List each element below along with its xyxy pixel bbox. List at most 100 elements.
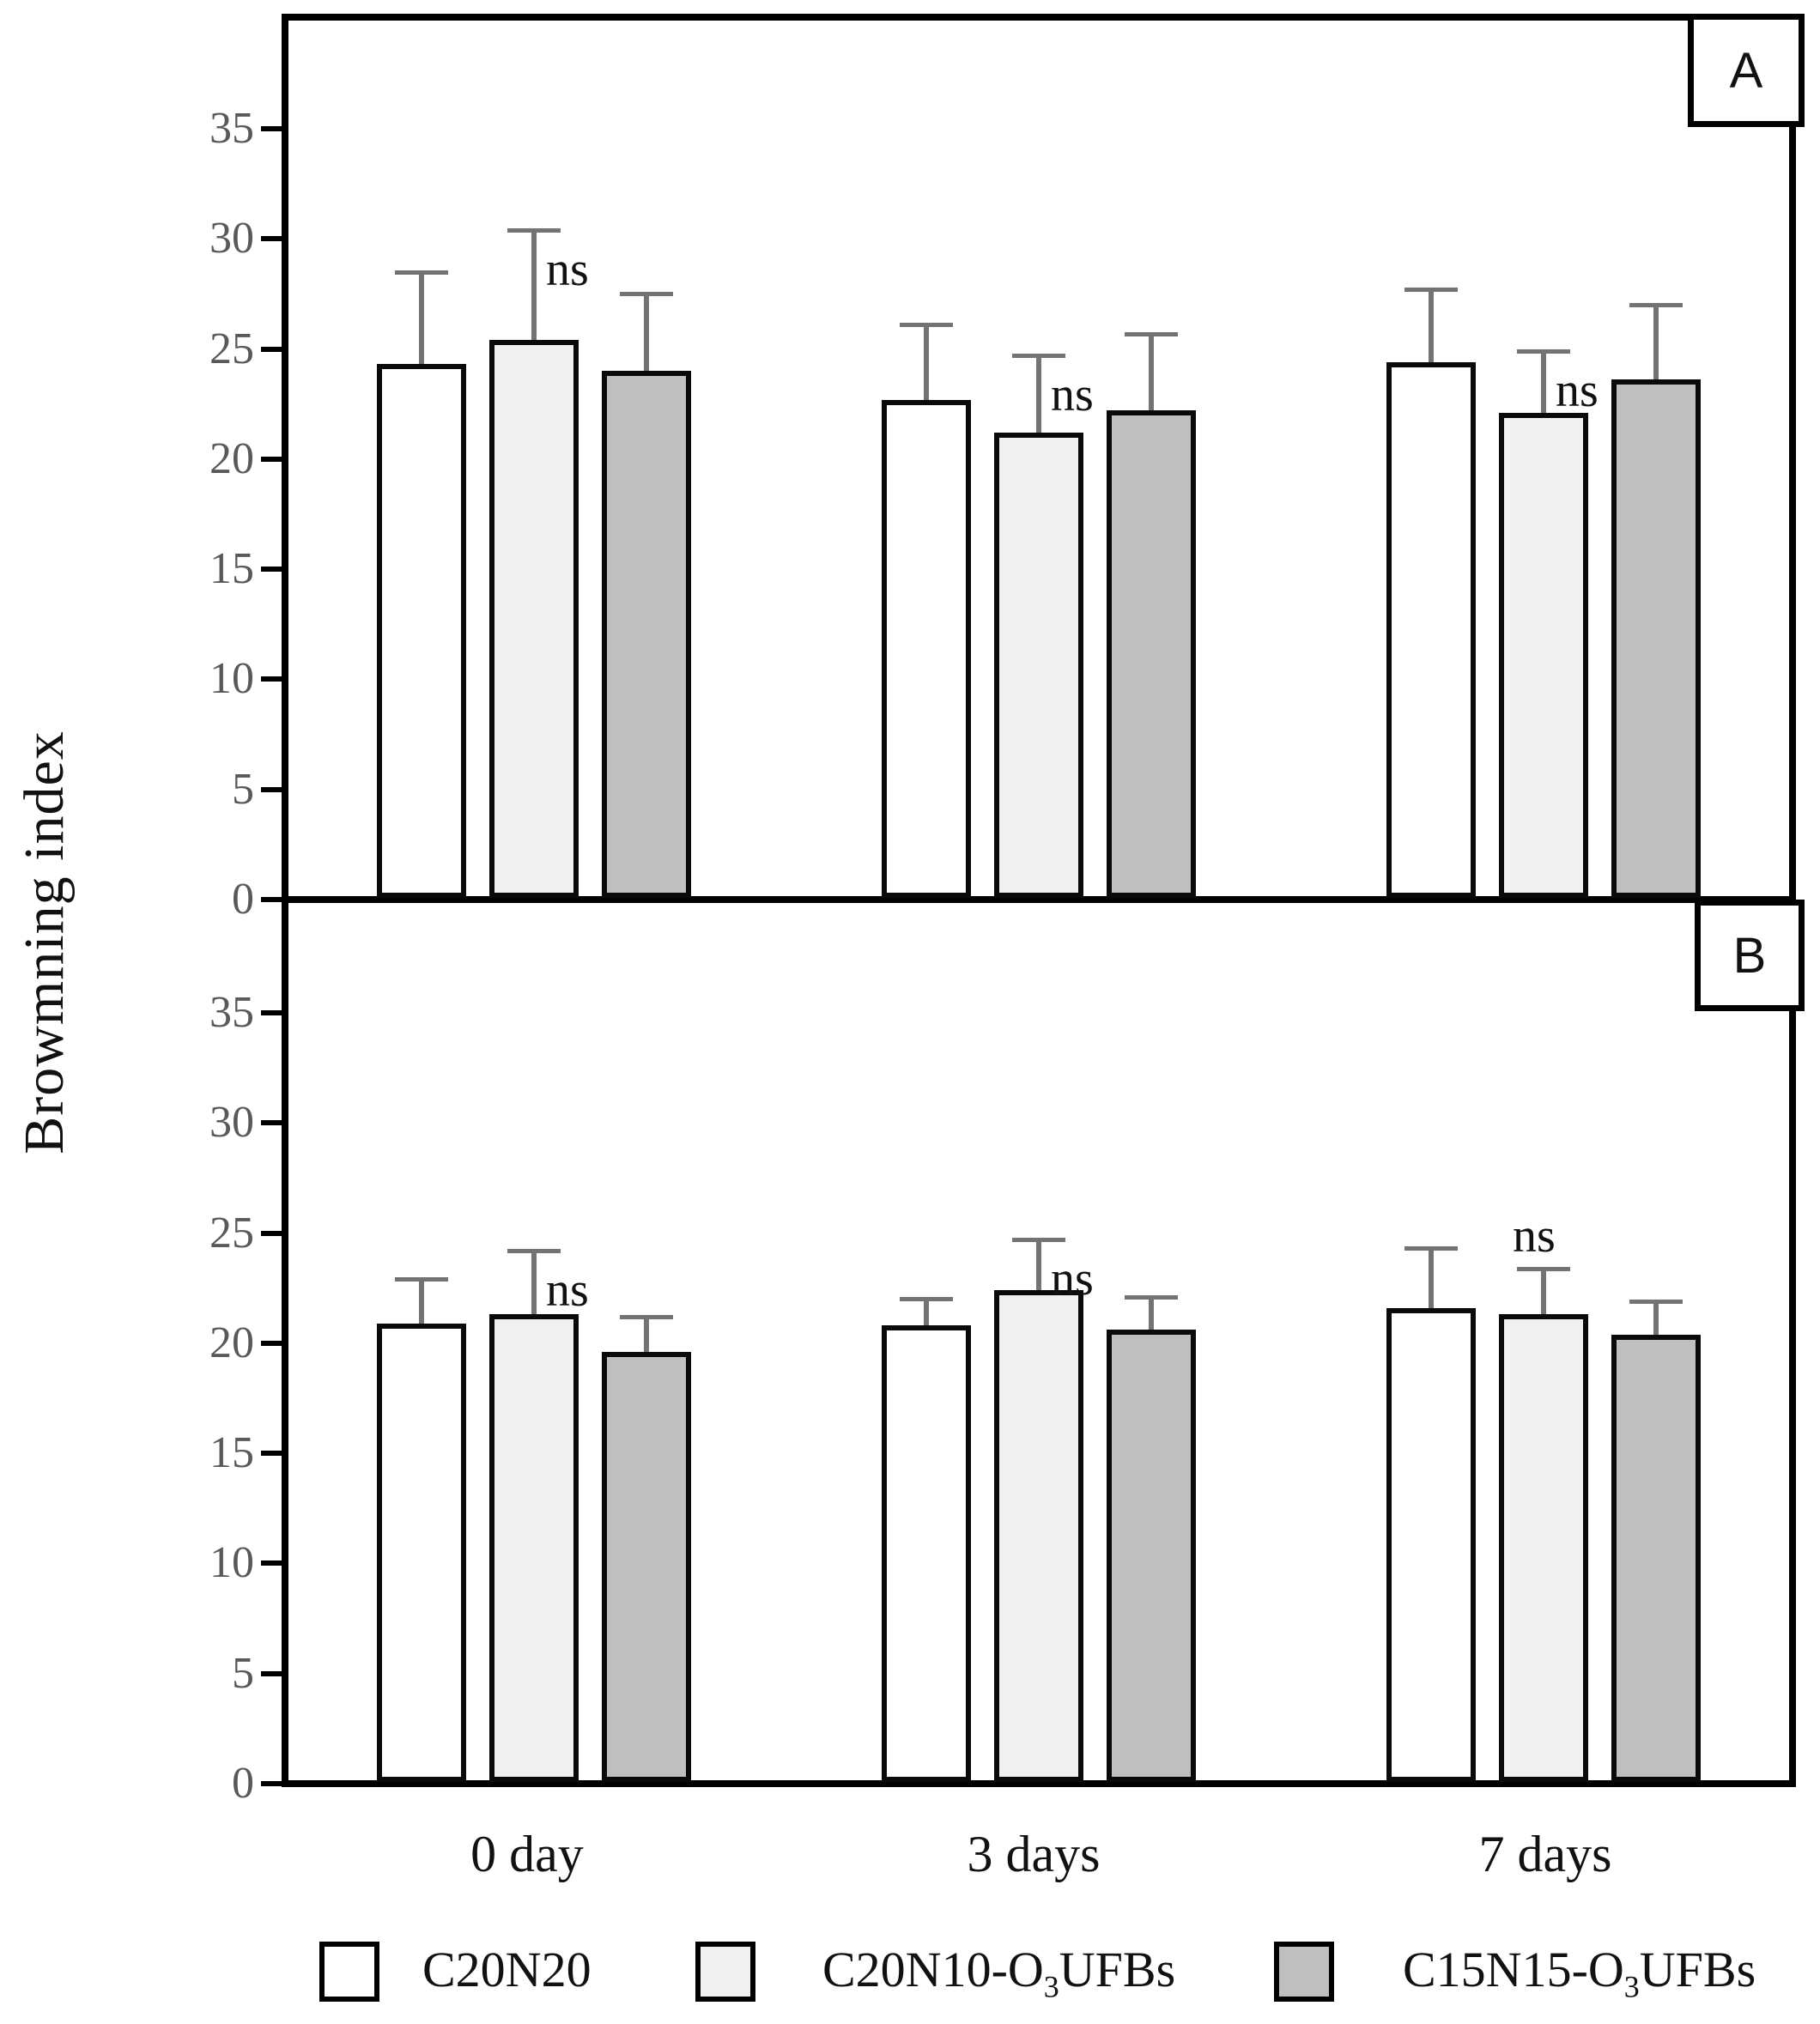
legend-swatch-c20n20 — [319, 1942, 379, 2002]
error-bar-b-7-days-c20n20 — [1429, 1248, 1434, 1313]
error-bar-b-0-day-c20n10-o3ufbs — [531, 1251, 537, 1320]
bar-b-0-day-c20n20 — [377, 1323, 466, 1782]
plot-border-top — [282, 14, 1796, 21]
error-bar-a-0-day-c15n15-o3ufbs — [644, 294, 649, 377]
y-tick-b-20 — [261, 1340, 282, 1346]
y-tick-b-10 — [261, 1560, 282, 1566]
error-bar-b-3-days-c20n20 — [924, 1299, 929, 1331]
error-cap-a-0-day-c20n10-o3ufbs — [507, 227, 561, 233]
y-tick-label-b-15: 15 — [209, 1428, 254, 1478]
panel-b-label: B — [1732, 927, 1767, 984]
error-bar-b-0-day-c15n15-o3ufbs — [644, 1317, 649, 1358]
x-tick-label-3days: 3 days — [967, 1826, 1101, 1882]
ns-annotation-a-0-day: ns — [546, 242, 589, 296]
error-bar-a-3-days-c15n15-o3ufbs — [1149, 333, 1154, 416]
bar-b-0-day-c15n15-o3ufbs — [602, 1352, 691, 1782]
error-bar-b-3-days-c15n15-o3ufbs — [1149, 1296, 1154, 1336]
error-bar-b-7-days-c15n15-o3ufbs — [1653, 1301, 1659, 1340]
error-cap-a-7-days-c20n20 — [1404, 288, 1458, 293]
error-cap-a-3-days-c15n15-o3ufbs — [1125, 331, 1178, 336]
panel-b-label-box: B — [1695, 900, 1805, 1011]
y-tick-label-a-10: 10 — [209, 654, 254, 704]
error-cap-b-3-days-c20n10-o3ufbs — [1012, 1238, 1065, 1243]
y-tick-a-30 — [261, 236, 282, 242]
error-bar-a-7-days-c20n10-o3ufbs — [1541, 351, 1546, 418]
error-bar-b-0-day-c20n20 — [419, 1279, 424, 1329]
bar-a-7-days-c15n15-o3ufbs — [1611, 379, 1701, 898]
error-cap-b-7-days-c20n10-o3ufbs — [1517, 1266, 1570, 1271]
y-tick-label-a-35: 35 — [209, 103, 254, 153]
y-axis-title: Browmning index — [13, 730, 76, 1154]
y-tick-label-a-20: 20 — [209, 433, 254, 483]
y-tick-label-b-20: 20 — [209, 1318, 254, 1367]
ns-annotation-b-0-day: ns — [546, 1263, 589, 1318]
x-tick-label-7days: 7 days — [1478, 1826, 1612, 1882]
ns-annotation-b-7-days: ns — [1513, 1209, 1556, 1263]
error-bar-a-0-day-c20n10-o3ufbs — [531, 229, 537, 346]
y-tick-a-25 — [261, 346, 282, 352]
error-cap-a-3-days-c20n10-o3ufbs — [1012, 354, 1065, 359]
y-tick-a-15 — [261, 567, 282, 573]
x-tick-label-0day: 0 day — [470, 1826, 584, 1882]
error-cap-a-7-days-c15n15-o3ufbs — [1629, 303, 1683, 308]
bar-b-0-day-c20n10-o3ufbs — [489, 1314, 579, 1782]
ns-annotation-a-3-days: ns — [1051, 368, 1094, 422]
error-cap-a-7-days-c20n10-o3ufbs — [1517, 349, 1570, 355]
y-tick-b-0 — [261, 1781, 282, 1786]
error-cap-a-0-day-c15n15-o3ufbs — [620, 292, 673, 297]
y-tick-label-a-15: 15 — [209, 544, 254, 594]
bar-a-0-day-c20n10-o3ufbs — [489, 340, 579, 898]
y-tick-label-b-0: 0 — [232, 1759, 254, 1808]
y-tick-a-35 — [261, 125, 282, 131]
error-cap-b-0-day-c15n15-o3ufbs — [620, 1315, 673, 1319]
error-cap-b-0-day-c20n10-o3ufbs — [507, 1249, 561, 1254]
x-axis-line — [282, 1780, 1796, 1787]
error-bar-a-7-days-c15n15-o3ufbs — [1653, 305, 1659, 385]
y-tick-b-25 — [261, 1230, 282, 1236]
panel-divider-line — [282, 896, 1796, 903]
bar-a-0-day-c20n20 — [377, 364, 466, 898]
bar-a-3-days-c20n20 — [882, 399, 971, 898]
error-cap-a-3-days-c20n20 — [900, 323, 953, 328]
error-bar-a-3-days-c20n20 — [924, 324, 929, 405]
y-tick-b-35 — [261, 1009, 282, 1015]
bar-b-7-days-c20n20 — [1386, 1307, 1476, 1782]
legend-label-c20n20: C20N20 — [422, 1942, 592, 1997]
y-tick-label-b-35: 35 — [209, 987, 254, 1037]
error-bar-a-3-days-c20n10-o3ufbs — [1036, 355, 1041, 438]
y-tick-b-15 — [261, 1451, 282, 1457]
bar-b-7-days-c15n15-o3ufbs — [1611, 1334, 1701, 1782]
legend-swatch-c15n15-o3ufbs — [1274, 1942, 1334, 2002]
bar-a-7-days-c20n20 — [1386, 361, 1476, 898]
error-cap-b-0-day-c20n20 — [395, 1277, 448, 1282]
y-tick-label-b-25: 25 — [209, 1208, 254, 1257]
bar-a-3-days-c20n10-o3ufbs — [994, 433, 1083, 898]
bar-b-3-days-c15n15-o3ufbs — [1107, 1330, 1196, 1782]
error-bar-a-0-day-c20n20 — [419, 271, 424, 370]
y-tick-label-a-5: 5 — [232, 764, 254, 814]
error-cap-b-7-days-c20n20 — [1404, 1246, 1458, 1251]
legend-swatch-c20n10-o3ufbs — [695, 1942, 755, 2002]
y-tick-a-10 — [261, 676, 282, 682]
bar-a-3-days-c15n15-o3ufbs — [1107, 410, 1196, 898]
bar-b-3-days-c20n20 — [882, 1325, 971, 1782]
error-cap-b-7-days-c15n15-o3ufbs — [1629, 1300, 1683, 1305]
y-tick-b-30 — [261, 1120, 282, 1126]
y-tick-label-a-25: 25 — [209, 324, 254, 373]
error-bar-a-7-days-c20n20 — [1429, 289, 1434, 367]
y-tick-a-0 — [261, 897, 282, 902]
ns-annotation-a-7-days: ns — [1556, 364, 1599, 418]
y-tick-label-a-30: 30 — [209, 214, 254, 264]
bar-a-7-days-c20n10-o3ufbs — [1499, 412, 1588, 898]
panel-a-label-box: A — [1688, 14, 1805, 127]
error-cap-b-3-days-c20n20 — [900, 1297, 953, 1302]
y-tick-label-b-10: 10 — [209, 1538, 254, 1588]
panel-a-label: A — [1729, 42, 1763, 99]
error-cap-a-0-day-c20n20 — [395, 270, 448, 275]
y-tick-a-5 — [261, 786, 282, 792]
bar-b-3-days-c20n10-o3ufbs — [994, 1290, 1083, 1782]
legend: C20N20 C20N10-O3UFBs C15N15-O3UFBs — [0, 1933, 1820, 2024]
bar-b-7-days-c20n10-o3ufbs — [1499, 1314, 1588, 1782]
error-bar-b-3-days-c20n10-o3ufbs — [1036, 1239, 1041, 1296]
